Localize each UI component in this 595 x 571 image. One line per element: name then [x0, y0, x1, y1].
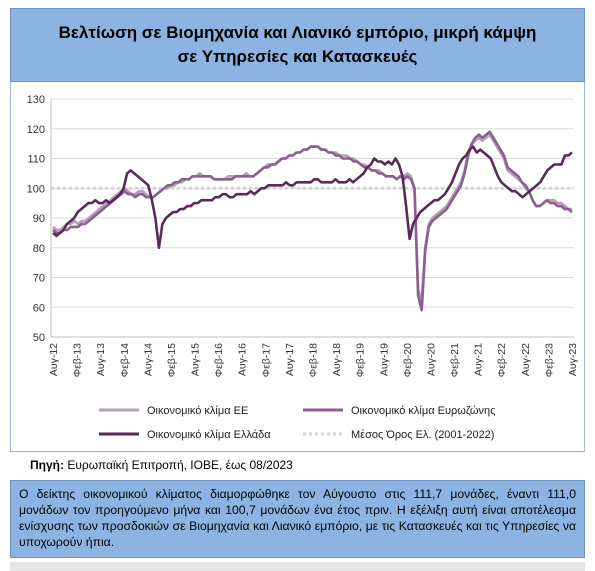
- x-tick-label: Αυγ-14: [142, 343, 154, 376]
- series-line-euro: [52, 130, 573, 312]
- y-tick-label: 80: [33, 243, 45, 255]
- source-line: Πηγή: Ευρωπαϊκή Επιτροπή, ΙΟΒΕ, έως 08/2…: [30, 458, 293, 472]
- commentary-text: Ο δείκτης οικονομικού κλίματος διαμορφώθ…: [19, 487, 576, 549]
- chart-title-line-1: Βελτίωση σε Βιομηχανία και Λιανικό εμπόρ…: [58, 23, 537, 42]
- x-tick-label: Αυγ-13: [95, 343, 107, 376]
- y-tick-label: 120: [27, 124, 45, 136]
- x-tick-label: Φεβ-22: [496, 343, 508, 377]
- y-tick-label: 50: [33, 332, 45, 344]
- y-tick-label: 70: [33, 273, 45, 285]
- x-tick-label: Φεβ-21: [449, 343, 461, 377]
- y-axis: 50 60 70 80 90 100 110 120 130: [27, 94, 52, 344]
- series-line-greece: [52, 145, 573, 250]
- legend-item-average: Μέσος Όρος Ελ. (2001-2022): [303, 429, 494, 441]
- x-tick-label: Αυγ-16: [237, 343, 249, 376]
- y-tick-label: 100: [27, 183, 45, 195]
- x-tick-label: Αυγ-19: [378, 343, 390, 376]
- bottom-strip: [10, 562, 585, 571]
- legend-label: Οικονομικό κλίμα Ευρωζώνης: [351, 405, 495, 417]
- x-tick-label: Φεβ-13: [72, 343, 84, 377]
- x-tick-label: Αυγ-15: [190, 343, 202, 376]
- chart-title-line-2: σε Υπηρεσίες και Κατασκευές: [177, 47, 418, 66]
- x-axis: Αυγ-12 Φεβ-13 Αυγ-13 Φεβ-14 Αυγ-14 Φεβ-15 Αυγ-…: [48, 336, 579, 377]
- gridlines: [51, 98, 574, 338]
- series-layer: [52, 130, 573, 312]
- x-tick-label: Φεβ-20: [402, 343, 414, 377]
- commentary-box: Ο δείκτης οικονομικού κλίματος διαμορφώθ…: [10, 480, 585, 558]
- x-tick-label: Αυγ-18: [331, 343, 343, 376]
- y-tick-label: 110: [27, 154, 45, 166]
- y-tick-label: 90: [33, 213, 45, 225]
- x-tick-label: Φεβ-23: [543, 343, 555, 377]
- x-tick-label: Φεβ-15: [166, 343, 178, 377]
- legend-item-euro: Οικονομικό κλίμα Ευρωζώνης: [303, 405, 495, 417]
- x-tick-label: Αυγ-12: [48, 343, 60, 376]
- chart-title-box: Βελτίωση σε Βιομηχανία και Λιανικό εμπόρ…: [10, 8, 585, 82]
- y-tick-label: 60: [33, 302, 45, 314]
- legend-label: Οικονομικό κλίμα Ελλάδα: [147, 429, 271, 441]
- legend-label: Μέσος Όρος Ελ. (2001-2022): [351, 429, 494, 441]
- x-tick-label: Αυγ-22: [520, 343, 532, 376]
- chart-frame: 50 60 70 80 90 100 110 120 130 Αυγ-12 Φεβ-13 Αυγ-1…: [10, 82, 585, 452]
- source-text: Ευρωπαϊκή Επιτροπή, ΙΟΒΕ, έως 08/2023: [67, 458, 293, 472]
- legend-label: Οικονομικό κλίμα ΕΕ: [147, 405, 248, 417]
- x-tick-label: Αυγ-23: [567, 343, 579, 376]
- source-label: Πηγή:: [30, 458, 64, 472]
- legend-item-greece: Οικονομικό κλίμα Ελλάδα: [99, 429, 271, 441]
- x-tick-label: Αυγ-17: [284, 343, 296, 376]
- x-tick-label: Αυγ-20: [425, 343, 437, 376]
- x-tick-label: Φεβ-16: [213, 343, 225, 377]
- x-tick-label: Φεβ-14: [119, 343, 131, 377]
- x-tick-label: Φεβ-18: [308, 343, 320, 377]
- x-tick-label: Φεβ-19: [355, 343, 367, 377]
- x-tick-label: Φεβ-17: [260, 343, 272, 377]
- legend: Οικονομικό κλίμα ΕΕ Οικονομικό κλίμα Ευρω…: [99, 405, 495, 441]
- legend-item-eu: Οικονομικό κλίμα ΕΕ: [99, 405, 248, 417]
- y-tick-label: 130: [27, 94, 45, 106]
- x-tick-label: Αυγ-21: [473, 343, 485, 376]
